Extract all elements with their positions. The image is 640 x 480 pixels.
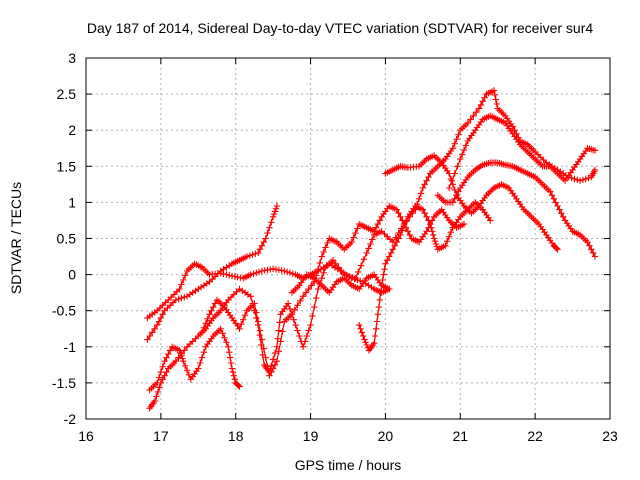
x-tick-label: 22: [527, 428, 543, 444]
y-tick-label: 1: [68, 194, 76, 210]
y-tick-label: 0: [68, 267, 76, 283]
chart-title: Day 187 of 2014, Sidereal Day-to-day VTE…: [87, 20, 593, 36]
data-series: [144, 87, 599, 412]
series-trace-8: [445, 112, 599, 192]
series-trace-1: [144, 260, 393, 322]
y-tick-label: -1.5: [52, 375, 76, 391]
y-tick-label: 3: [68, 50, 76, 66]
series-trace-6: [382, 152, 561, 253]
series-trace-2: [144, 202, 281, 343]
y-tick-label: -2: [64, 411, 77, 427]
y-tick-label: 2: [68, 122, 76, 138]
x-tick-label: 20: [378, 428, 394, 444]
series-markers: [198, 202, 468, 379]
series-markers: [434, 159, 599, 260]
y-tick-label: 0.5: [57, 231, 77, 247]
series-markers: [146, 87, 599, 412]
x-tick-label: 21: [452, 428, 468, 444]
series-trace-10: [288, 271, 393, 296]
grid-lines: [86, 58, 610, 419]
y-tick-label: 1.5: [57, 158, 77, 174]
series-trace-7: [434, 159, 599, 260]
series-markers: [288, 271, 393, 296]
series-markers: [146, 325, 243, 394]
series-trace-5: [198, 202, 468, 379]
series-trace-4: [146, 87, 599, 412]
x-tick-label: 17: [153, 428, 169, 444]
x-tick-label: 16: [78, 428, 94, 444]
series-line: [147, 263, 390, 319]
y-tick-label: -0.5: [52, 303, 76, 319]
series-markers: [445, 112, 599, 192]
y-tick-label: 2.5: [57, 86, 77, 102]
series-markers: [144, 202, 281, 343]
series-trace-3: [146, 325, 243, 394]
y-tick-label: -1: [64, 339, 77, 355]
x-tick-label: 19: [303, 428, 319, 444]
x-axis-label: GPS time / hours: [295, 457, 402, 473]
series-line: [149, 89, 596, 409]
x-tick-label: 18: [228, 428, 244, 444]
axis-ticks: 16 17 18 19 20 21 22 23 -2 -1.5 -1 -0.5 0 0.5 1 1.5 2 2.5…: [52, 50, 618, 444]
x-tick-label: 23: [602, 428, 618, 444]
series-markers: [144, 260, 393, 322]
series-trace-9: [356, 199, 494, 354]
y-axis-label: SDTVAR / TECUs: [8, 182, 24, 294]
series-markers: [382, 152, 561, 253]
series-markers: [356, 199, 494, 354]
